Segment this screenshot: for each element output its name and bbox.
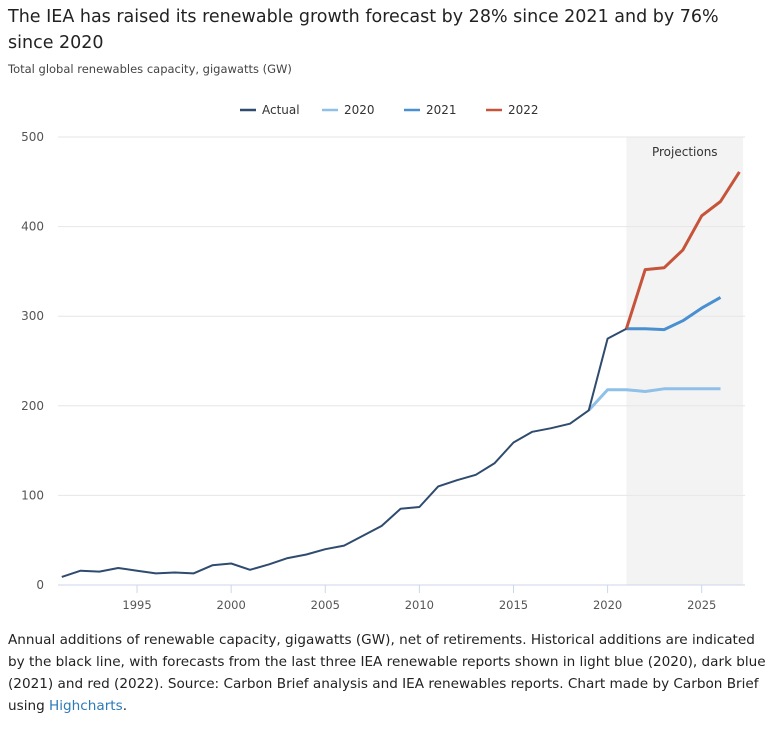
caption-text: Annual additions of renewable capacity, … — [8, 632, 766, 714]
line-chart: Projections 0 100 200 300 400 500 1995 2000 2005 2… — [21, 103, 745, 612]
legend-label-2021: 2021 — [426, 103, 457, 117]
legend-label-2020: 2020 — [344, 103, 375, 117]
chart-subtitle: Total global renewables capacity, gigawa… — [8, 62, 292, 76]
y-tick-label: 100 — [21, 488, 44, 502]
x-tick-label: 2025 — [687, 598, 716, 612]
x-tick-label: 2010 — [405, 598, 434, 612]
legend-label-actual: Actual — [262, 103, 300, 117]
chart-title: The IEA has raised its renewable growth … — [8, 7, 719, 53]
projections-band — [626, 137, 744, 585]
x-tick-label: 2005 — [311, 598, 340, 612]
y-tick-label: 300 — [21, 309, 44, 323]
series-line-actual — [61, 327, 627, 578]
y-tick-label: 200 — [21, 399, 44, 413]
series-line-2022 — [624, 171, 741, 330]
legend-label-2022: 2022 — [508, 103, 539, 117]
x-tick-label: 1995 — [122, 598, 151, 612]
x-tick-label: 2015 — [499, 598, 528, 612]
y-tick-label: 400 — [21, 220, 44, 234]
caption-end: . — [122, 698, 128, 714]
y-tick-label: 0 — [36, 578, 44, 592]
caption: Annual additions of renewable capacity, … — [8, 629, 768, 717]
x-tick-label: 2020 — [593, 598, 622, 612]
series-line-2020 — [587, 387, 721, 412]
series-line-2021 — [626, 296, 722, 332]
projections-label: Projections — [652, 145, 718, 159]
y-tick-label: 500 — [21, 130, 44, 144]
x-tick-label: 2000 — [217, 598, 246, 612]
highcharts-link[interactable]: Highcharts — [49, 698, 123, 714]
